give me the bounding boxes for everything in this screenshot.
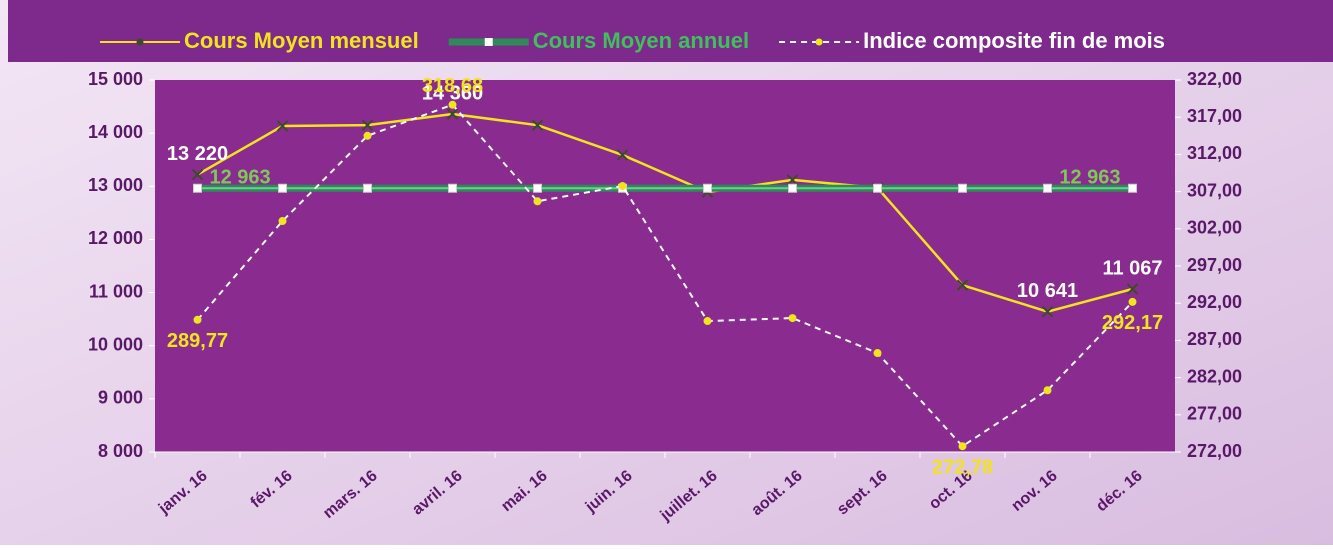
y2-tick-label: 277,00 bbox=[1187, 404, 1242, 424]
data-label: 289,77 bbox=[167, 330, 228, 352]
data-label: 10 641 bbox=[1017, 280, 1078, 302]
y2-tick-label: 297,00 bbox=[1187, 255, 1242, 275]
marker bbox=[874, 184, 882, 192]
data-label: 11 067 bbox=[1102, 257, 1162, 279]
marker bbox=[364, 132, 372, 140]
y2-tick-label: 302,00 bbox=[1187, 218, 1242, 238]
y2-tick-label: 272,00 bbox=[1187, 441, 1242, 461]
data-label: 12 963 bbox=[1059, 167, 1120, 189]
marker bbox=[789, 314, 797, 322]
y-tick-label: 10 000 bbox=[88, 334, 143, 354]
data-label: 272,78 bbox=[932, 456, 993, 478]
y-tick-label: 15 000 bbox=[88, 69, 143, 89]
y-tick-label: 9 000 bbox=[98, 388, 143, 408]
marker bbox=[534, 184, 542, 192]
marker bbox=[704, 317, 712, 325]
marker bbox=[194, 184, 202, 192]
marker bbox=[449, 101, 457, 109]
marker bbox=[704, 184, 712, 192]
marker bbox=[279, 184, 287, 192]
y2-tick-label: 292,00 bbox=[1187, 292, 1242, 312]
marker bbox=[534, 197, 542, 205]
marker bbox=[959, 184, 967, 192]
marker bbox=[364, 184, 372, 192]
y2-tick-label: 322,00 bbox=[1187, 69, 1242, 89]
marker bbox=[279, 217, 287, 225]
marker bbox=[449, 184, 457, 192]
y-tick-label: 11 000 bbox=[89, 281, 143, 301]
y2-tick-label: 317,00 bbox=[1187, 106, 1242, 126]
legend-swatch-marker bbox=[485, 38, 493, 46]
marker bbox=[1044, 184, 1052, 192]
legend-label: Indice composite fin de mois bbox=[863, 28, 1165, 53]
legend-swatch-marker bbox=[137, 39, 144, 46]
marker bbox=[194, 316, 202, 324]
legend-swatch-marker bbox=[816, 39, 823, 46]
marker bbox=[874, 349, 882, 357]
y-tick-label: 13 000 bbox=[88, 175, 143, 195]
y2-tick-label: 282,00 bbox=[1187, 366, 1242, 386]
marker bbox=[619, 182, 627, 190]
chart: 8 000 9 000 10 000 11 000 12 000 13 000 14 000… bbox=[0, 0, 1333, 545]
data-label: 318,68 bbox=[422, 75, 483, 97]
y-tick-label: 8 000 bbox=[98, 441, 143, 461]
data-label: 292,17 bbox=[1102, 312, 1163, 334]
y-tick-label: 14 000 bbox=[88, 122, 143, 142]
data-label: 13 220 bbox=[167, 143, 228, 165]
y2-tick-label: 307,00 bbox=[1187, 180, 1242, 200]
y2-tick-label: 312,00 bbox=[1187, 143, 1242, 163]
data-label: 12 963 bbox=[210, 167, 271, 189]
plot-area bbox=[155, 80, 1175, 452]
marker bbox=[789, 184, 797, 192]
legend-label: Cours Moyen annuel bbox=[533, 28, 749, 53]
marker bbox=[959, 442, 967, 450]
legend-label: Cours Moyen mensuel bbox=[184, 28, 419, 53]
marker bbox=[1129, 298, 1137, 306]
y-tick-label: 12 000 bbox=[88, 228, 143, 248]
marker bbox=[1129, 184, 1137, 192]
marker bbox=[1044, 386, 1052, 394]
y2-tick-label: 287,00 bbox=[1187, 329, 1242, 349]
